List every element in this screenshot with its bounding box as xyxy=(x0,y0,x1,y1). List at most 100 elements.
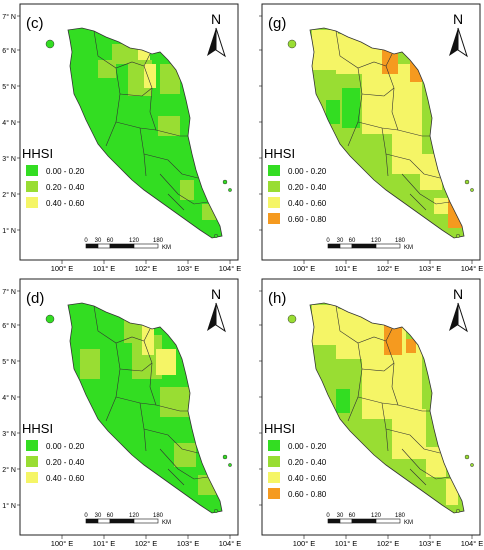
panel-label: (d) xyxy=(26,290,44,307)
map-body: (g) N HHSI 0.00 - 0.20 0.20 - 0.40 0.40 - 0.6… xyxy=(259,3,484,273)
island xyxy=(455,233,461,239)
hhsi-cell xyxy=(80,349,100,379)
legend-label: 0.00 - 0.20 xyxy=(288,442,327,451)
scale-tick: 0 xyxy=(326,238,330,244)
state-boundary xyxy=(93,30,151,69)
island xyxy=(464,454,470,460)
lat-label: 6° N xyxy=(2,322,16,330)
lat-label: 6° N xyxy=(2,47,16,55)
state-boundary xyxy=(409,193,427,211)
coastline xyxy=(309,27,465,239)
legend-label: 0.20 - 0.40 xyxy=(46,183,85,192)
north-arrow-icon: N xyxy=(207,11,226,58)
scale-segment xyxy=(351,518,377,524)
lon-label: 103° E xyxy=(177,539,200,548)
lon-label: 104° E xyxy=(219,539,242,548)
north-arrow-icon: N xyxy=(207,286,226,333)
scale-segment xyxy=(109,518,135,524)
lon-label: 104° E xyxy=(461,539,484,548)
lat-label: 7° N xyxy=(2,288,16,296)
scale-tick: 60 xyxy=(107,513,114,519)
north-label: N xyxy=(453,286,463,302)
lon-label: 104° E xyxy=(461,264,484,273)
map-panel-g: (g) N HHSI 0.00 - 0.20 0.20 - 0.40 0.40 - 0.6… xyxy=(242,0,484,273)
scale-tick: 30 xyxy=(337,513,344,519)
state-boundary xyxy=(159,173,209,205)
legend-label: 0.20 - 0.40 xyxy=(46,458,85,467)
panel-label: (g) xyxy=(268,15,286,32)
scale-tick: 30 xyxy=(337,238,344,244)
island xyxy=(287,39,297,49)
island xyxy=(228,463,232,467)
scale-segment xyxy=(97,518,111,524)
north-arrow-left xyxy=(207,28,216,56)
scale-segment xyxy=(375,518,401,524)
legend-swatch xyxy=(26,181,38,192)
lat-label: 1° N xyxy=(2,502,16,510)
legend: HHSI 0.00 - 0.20 0.20 - 0.40 0.40 - 0.60 0.6… xyxy=(264,421,327,499)
scale-segment xyxy=(97,243,111,249)
legend: HHSI 0.00 - 0.20 0.20 - 0.40 0.40 - 0.60 xyxy=(22,421,85,483)
legend-label: 0.40 - 0.60 xyxy=(288,474,327,483)
lat-label: 3° N xyxy=(2,155,16,163)
lat-label: 1° N xyxy=(2,227,16,235)
legend-swatch xyxy=(268,456,280,467)
north-arrow-right xyxy=(215,27,226,58)
legend-label: 0.60 - 0.80 xyxy=(288,215,327,224)
legend-swatch xyxy=(268,213,280,224)
legend-title: HHSI xyxy=(22,421,53,436)
island xyxy=(287,314,297,324)
lon-label: 100° E xyxy=(293,539,316,548)
hhsi-cell xyxy=(312,30,338,70)
map-body: (d) N HHSI 0.00 - 0.20 0.20 - 0.40 0.40 - 0.6… xyxy=(2,278,242,548)
scale-segment xyxy=(375,243,401,249)
lat-label: 2° N xyxy=(2,466,16,474)
lon-label: 103° E xyxy=(177,264,200,273)
north-arrow-left xyxy=(449,28,458,56)
hhsi-cell xyxy=(156,349,176,375)
hhsi-cell xyxy=(326,100,340,124)
island xyxy=(228,188,232,192)
scale-segment xyxy=(339,243,353,249)
lon-label: 102° E xyxy=(135,539,158,548)
island xyxy=(45,314,55,324)
panel-label: (h) xyxy=(268,290,286,307)
north-arrow-icon: N xyxy=(449,11,468,58)
legend-swatch xyxy=(26,165,38,176)
hhsi-cell xyxy=(98,60,116,78)
state-boundary xyxy=(401,448,451,480)
legend-swatch xyxy=(268,440,280,451)
lat-label: 4° N xyxy=(2,119,16,127)
panel-label: (c) xyxy=(26,15,44,32)
legend-label: 0.20 - 0.40 xyxy=(288,458,327,467)
legend-swatch xyxy=(26,456,38,467)
legend-label: 0.00 - 0.20 xyxy=(288,167,327,176)
scale-segment xyxy=(327,518,341,524)
hhsi-cell xyxy=(160,64,180,94)
hhsi-cell xyxy=(144,64,156,88)
legend-swatch xyxy=(268,197,280,208)
hhsi-cell xyxy=(342,88,360,128)
lat-label: 5° N xyxy=(2,83,16,91)
scale-tick: 60 xyxy=(349,513,356,519)
map-panel-d: (d) N HHSI 0.00 - 0.20 0.20 - 0.40 0.40 - 0.6… xyxy=(0,275,242,548)
scale-unit: KM xyxy=(404,520,413,526)
scale-tick: 180 xyxy=(395,513,406,519)
legend-title: HHSI xyxy=(264,421,295,436)
scale-segment xyxy=(327,243,341,249)
north-arrow-right xyxy=(215,302,226,333)
lon-label: 103° E xyxy=(419,539,442,548)
lon-label: 100° E xyxy=(51,264,74,273)
legend-label: 0.60 - 0.80 xyxy=(288,490,327,499)
map-panel-h: (h) N HHSI 0.00 - 0.20 0.20 - 0.40 0.40 - 0.6… xyxy=(242,275,484,548)
lon-label: 100° E xyxy=(51,539,74,548)
lon-label: 101° E xyxy=(93,539,116,548)
scale-tick: 180 xyxy=(153,238,164,244)
hhsi-cell xyxy=(158,116,180,136)
state-boundary xyxy=(119,87,153,97)
state-boundary xyxy=(93,305,151,344)
legend-label: 0.40 - 0.60 xyxy=(46,474,85,483)
